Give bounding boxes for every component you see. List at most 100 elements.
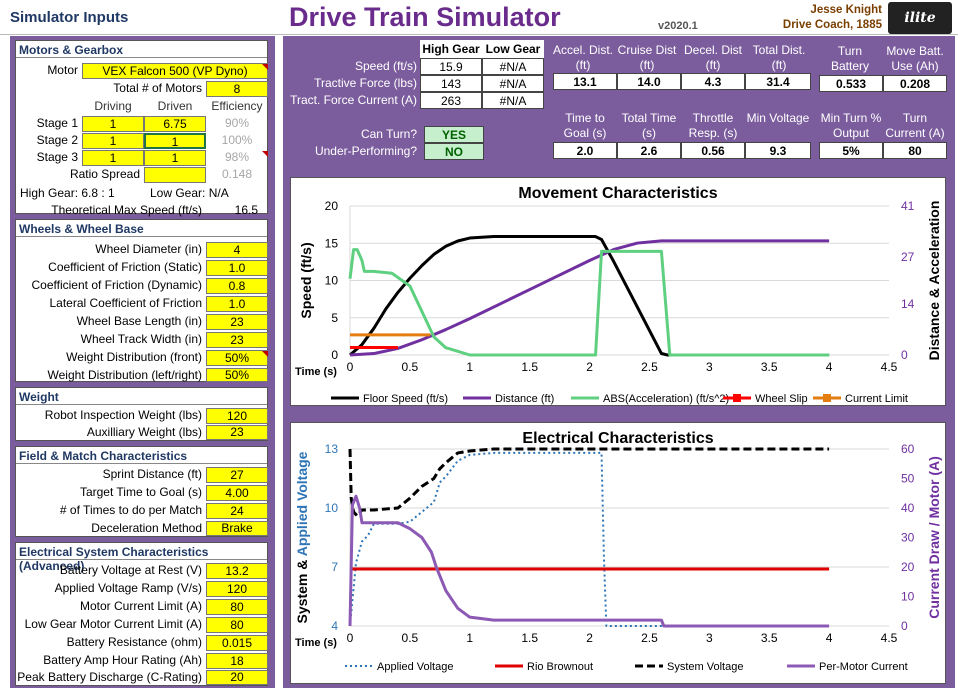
ratio-spread-value: 0.148 xyxy=(221,167,253,181)
battery-resistance-input[interactable]: 0.015 xyxy=(206,635,268,651)
stage-3-driven-input[interactable]: 1 xyxy=(144,150,206,166)
voltage-ramp-input[interactable]: 120 xyxy=(206,581,268,597)
x-tick-label: 4 xyxy=(826,631,833,645)
wheel-base-label: Wheel Base Length (in) xyxy=(76,314,202,328)
x-tick-label: 0 xyxy=(347,631,354,645)
low-gear-header-text: Low Gear xyxy=(485,42,541,56)
x-tick-label: 1 xyxy=(466,360,473,374)
speed-high: 15.9 xyxy=(420,58,482,75)
movement-chart: Movement Characteristics 0 5 10 15 20 0 14 27 41 0… xyxy=(290,177,946,406)
x-tick-label: 4 xyxy=(826,360,833,374)
y-tick-label: 13 xyxy=(325,442,339,456)
y-tick-label: 10 xyxy=(325,274,339,288)
c-rating-input[interactable]: 20 xyxy=(206,670,268,685)
weight-lr-input[interactable]: 50% xyxy=(206,368,268,382)
legend-label: Floor Speed (ft/s) xyxy=(363,393,448,405)
wheels-section-title: Wheels & Wheel Base xyxy=(16,220,267,237)
x-tick-label: 2.5 xyxy=(641,631,658,645)
accel-dist-header: Accel. Dist. (ft) xyxy=(553,43,614,73)
legend-label: Wheel Slip xyxy=(755,393,808,405)
decel-method-select[interactable]: Brake xyxy=(206,521,268,536)
legend-marker xyxy=(733,394,741,402)
team-logo: ilite xyxy=(888,2,952,34)
ratio-spread-input[interactable] xyxy=(144,167,206,183)
electrical-section-title: Electrical System Characteristics (Advan… xyxy=(16,543,267,573)
total-dist-header: Total Dist. (ft) xyxy=(747,43,811,73)
c-rating-label: Peak Battery Discharge (C-Rating) xyxy=(17,670,202,684)
tract-current-high: 263 xyxy=(420,92,482,109)
legend-label: Rio Brownout xyxy=(527,661,593,673)
target-time-input[interactable]: 4.00 xyxy=(206,485,268,501)
chart-title: Electrical Characteristics xyxy=(522,430,713,447)
page-title: Drive Train Simulator xyxy=(289,2,561,32)
speed-low: #N/A xyxy=(482,58,544,75)
x-tick-label: 4.5 xyxy=(881,631,898,645)
y2-tick-label: 60 xyxy=(901,442,915,456)
weight-section: Weight Robot Inspection Weight (lbs) 120… xyxy=(15,387,268,441)
wheel-base-input[interactable]: 23 xyxy=(206,314,268,330)
stage-2-driven-input[interactable]: 1 xyxy=(144,133,206,149)
low-gear-current-label: Low Gear Motor Current Limit (A) xyxy=(24,617,202,631)
amp-hour-input[interactable]: 18 xyxy=(206,653,268,669)
decel-dist-header: Decel. Dist (ft) xyxy=(681,43,745,73)
weight-front-label: Weight Distribution (front) xyxy=(66,350,202,364)
col-efficiency-header: Efficiency xyxy=(211,99,263,113)
x-tick-label: 1.5 xyxy=(521,631,538,645)
min-voltage-header: Min Voltage xyxy=(745,111,811,126)
x-tick-label: 3.5 xyxy=(761,631,778,645)
field-section: Field & Match Characteristics Sprint Dis… xyxy=(15,446,268,537)
speed-label: Speed (ft/s) xyxy=(288,58,420,75)
current-limit-input[interactable]: 80 xyxy=(206,599,268,615)
tractive-force-label: Tractive Force (lbs) xyxy=(288,75,420,92)
sprint-distance-input[interactable]: 27 xyxy=(206,467,268,483)
lateral-cof-input[interactable]: 1.0 xyxy=(206,296,268,312)
x-tick-label: 2 xyxy=(586,631,593,645)
inputs-panel: Motors & Gearbox Motor VEX Falcon 500 (V… xyxy=(10,36,275,688)
cof-dynamic-input[interactable]: 0.8 xyxy=(206,278,268,294)
y-axis-label: System & Applied Voltage xyxy=(294,451,310,623)
cof-static-label: Coefficient of Friction (Static) xyxy=(48,260,202,274)
stage-3-driving-input[interactable]: 1 xyxy=(82,150,144,166)
stage-1-driving-input[interactable]: 1 xyxy=(82,116,144,132)
lateral-cof-label: Lateral Coefficient of Friction xyxy=(49,296,202,310)
track-width-input[interactable]: 23 xyxy=(206,332,268,348)
electrical-section: Electrical System Characteristics (Advan… xyxy=(15,542,268,686)
weight-front-input[interactable]: 50% xyxy=(206,350,268,366)
max-speed-value: 16.5 xyxy=(234,203,258,217)
tract-current-low: #N/A xyxy=(482,92,544,109)
low-gear-current-input[interactable]: 80 xyxy=(206,617,268,633)
comment-marker xyxy=(262,351,268,357)
motor-select[interactable]: VEX Falcon 500 (VP Dyno) xyxy=(82,63,268,79)
stage-3-efficiency: 98% xyxy=(224,150,250,164)
legend-label: Per-Motor Current xyxy=(819,661,908,673)
y-tick-label: 0 xyxy=(331,348,338,362)
move-battery-value: 0.208 xyxy=(883,75,947,92)
cruise-dist-value: 14.0 xyxy=(617,73,681,90)
results-panel: High Gear Low Gear High Gear Low Gear Sp… xyxy=(283,36,955,688)
y-tick-label: 15 xyxy=(325,236,339,250)
y-tick-label: 10 xyxy=(325,501,339,515)
robot-weight-input[interactable]: 120 xyxy=(206,408,268,424)
total-motors-input[interactable]: 8 xyxy=(206,81,268,97)
distance-stats: Accel. Dist. (ft) Cruise Dist (ft) Decel… xyxy=(553,40,811,89)
weight-lr-label: Weight Distribution (left/right) xyxy=(47,368,203,382)
battery-voltage-input[interactable]: 13.2 xyxy=(206,563,268,579)
under-performing-value: NO xyxy=(424,143,484,160)
current-limit-label: Motor Current Limit (A) xyxy=(79,599,202,613)
y2-tick-label: 41 xyxy=(901,199,915,213)
amp-hour-label: Battery Amp Hour Rating (Ah) xyxy=(43,653,202,667)
author-name: Jesse Knight xyxy=(810,4,882,16)
battery-resistance-label: Battery Resistance (ohm) xyxy=(66,635,202,649)
cof-static-input[interactable]: 1.0 xyxy=(206,260,268,276)
y2-axis-label: Current Draw / Motor (A) xyxy=(926,456,942,619)
times-per-match-input[interactable]: 24 xyxy=(206,503,268,519)
stage-1-driven-input[interactable]: 6.75 xyxy=(144,116,206,132)
stage-2-driving-input[interactable]: 1 xyxy=(82,133,144,149)
aux-weight-input[interactable]: 23 xyxy=(206,425,268,440)
aux-weight-label: Auxilliary Weight (lbs) xyxy=(86,425,202,439)
target-time-label: Target Time to Goal (s) xyxy=(79,485,202,499)
x-tick-label: 3 xyxy=(706,631,713,645)
high-gear-header-text: High Gear xyxy=(422,42,480,56)
series-line-4 xyxy=(348,494,830,628)
wheel-diameter-input[interactable]: 4 xyxy=(206,242,268,258)
